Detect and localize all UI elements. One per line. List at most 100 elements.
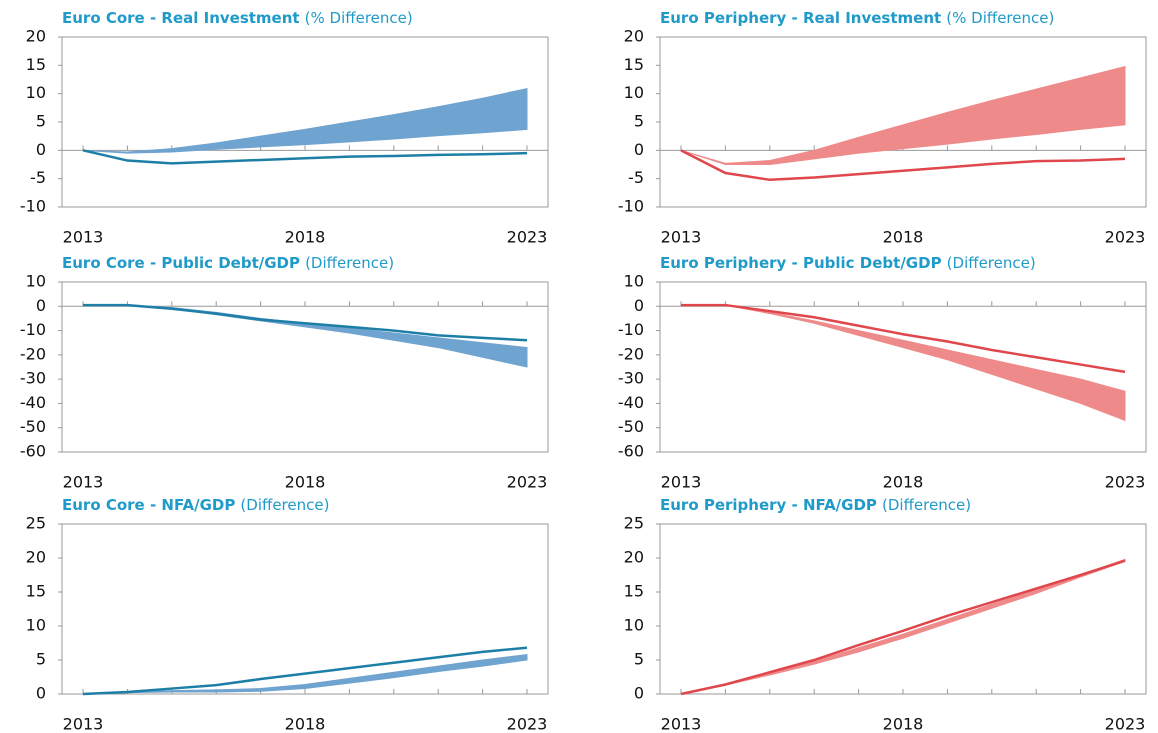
y-tick-label: 5 [634,112,644,131]
y-tick-label: 10 [26,83,46,102]
x-tick-label: 2013 [661,715,702,733]
y-tick-label: 15 [624,55,644,74]
title-unit: (% Difference) [946,9,1054,27]
line [681,303,1126,374]
y-tick-label: 10 [26,616,46,635]
title-main: Euro Core - Public Debt/GDP [62,254,300,272]
y-tick-label: 10 [624,272,644,291]
x-tick-label: 2013 [63,228,104,247]
y-tick-label: 15 [624,582,644,601]
line [83,303,528,342]
line [680,559,1126,696]
y-tick-label: 0 [36,296,46,315]
x-tick-label: 2013 [63,715,104,733]
y-tick-label: 15 [26,582,46,601]
panel: Euro Periphery - Real Investment (% Diff… [618,8,1147,247]
x-tick-label: 2023 [507,473,548,492]
y-tick-label: -5 [628,168,644,187]
plot-frame [659,281,1147,453]
y-tick-label: 0 [36,140,46,159]
y-tick-label: 5 [36,112,46,131]
y-tick-label: 25 [26,514,46,533]
y-tick-label: -60 [20,442,46,461]
y-tick-label: 10 [624,616,644,635]
panel-title: Euro Core - Real Investment (% Differenc… [62,8,413,27]
y-tick-label: -20 [618,344,644,363]
title-main: Euro Periphery - Public Debt/GDP [660,254,942,272]
band [82,653,528,695]
x-tick-label: 2018 [883,473,924,492]
plot-frame [61,523,549,695]
x-tick-label: 2018 [883,715,924,733]
y-tick-label: -60 [618,442,644,461]
line [82,646,528,696]
title-main: Euro Periphery - Real Investment [660,9,941,27]
x-tick-label: 2023 [507,228,548,247]
y-tick-label: -30 [618,369,644,388]
title-unit: (% Difference) [305,9,413,27]
y-tick-label: -10 [618,320,644,339]
x-tick-label: 2023 [1105,228,1146,247]
y-tick-label: -50 [618,417,644,436]
x-tick-label: 2013 [661,473,702,492]
y-tick-label: 0 [634,684,644,703]
panel-title: Euro Core - NFA/GDP (Difference) [62,495,329,514]
title-unit: (Difference) [882,496,971,514]
y-tick-label: 20 [624,548,644,567]
y-tick-label: -10 [20,197,46,216]
title-unit: (Difference) [947,254,1036,272]
panel: Euro Core - Public Debt/GDP (Difference)… [20,253,549,492]
y-tick-label: 25 [624,514,644,533]
x-tick-label: 2018 [883,228,924,247]
y-tick-label: -50 [20,417,46,436]
title-unit: (Difference) [305,254,394,272]
panel: Euro Periphery - Public Debt/GDP (Differ… [618,253,1147,492]
title-main: Euro Periphery - NFA/GDP [660,496,877,514]
x-tick-label: 2018 [285,715,326,733]
panel-title: Euro Periphery - NFA/GDP (Difference) [660,495,971,514]
band [82,87,528,154]
y-tick-label: -20 [20,344,46,363]
line [680,149,1126,182]
panel-title: Euro Core - Public Debt/GDP (Difference) [62,253,394,272]
panel-title: Euro Periphery - Real Investment (% Diff… [660,8,1054,27]
y-tick-label: -10 [618,197,644,216]
y-tick-label: 0 [36,684,46,703]
title-main: Euro Core - NFA/GDP [62,496,235,514]
plot-frame [61,281,549,453]
y-tick-label: 0 [634,296,644,315]
y-tick-label: 10 [26,272,46,291]
x-tick-label: 2023 [1105,473,1146,492]
plot-frame [659,523,1147,695]
x-tick-label: 2023 [507,715,548,733]
panel: Euro Periphery - NFA/GDP (Difference) 0 5 1… [624,495,1147,733]
x-tick-label: 2013 [661,228,702,247]
y-tick-label: 20 [624,27,644,46]
y-tick-label: -30 [20,369,46,388]
band [680,65,1126,165]
y-tick-label: 20 [26,27,46,46]
panel: Euro Core - Real Investment (% Differenc… [20,8,549,247]
band [681,304,1126,422]
y-tick-label: -5 [30,168,46,187]
panel-title: Euro Periphery - Public Debt/GDP (Differ… [660,253,1036,272]
y-tick-label: 5 [634,650,644,669]
y-tick-label: -40 [618,393,644,412]
y-tick-label: 0 [634,140,644,159]
x-tick-label: 2018 [285,473,326,492]
y-tick-label: -40 [20,393,46,412]
y-tick-label: 5 [36,650,46,669]
y-tick-label: 20 [26,548,46,567]
y-tick-label: 15 [26,55,46,74]
title-unit: (Difference) [240,496,329,514]
x-tick-label: 2013 [63,473,104,492]
y-tick-label: -10 [20,320,46,339]
x-tick-label: 2023 [1105,715,1146,733]
panel: Euro Core - NFA/GDP (Difference) 0 5 10 15 20… [26,495,549,733]
x-tick-label: 2018 [285,228,326,247]
title-main: Euro Core - Real Investment [62,9,300,27]
band [680,558,1126,695]
line [82,149,528,165]
y-tick-label: 10 [624,83,644,102]
